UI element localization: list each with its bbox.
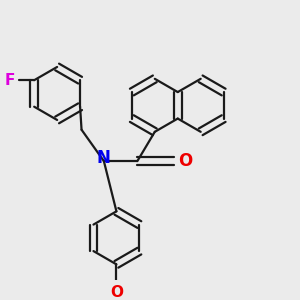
Text: O: O [178, 152, 193, 170]
Text: N: N [97, 148, 111, 166]
Text: F: F [5, 73, 15, 88]
Text: O: O [110, 285, 123, 300]
